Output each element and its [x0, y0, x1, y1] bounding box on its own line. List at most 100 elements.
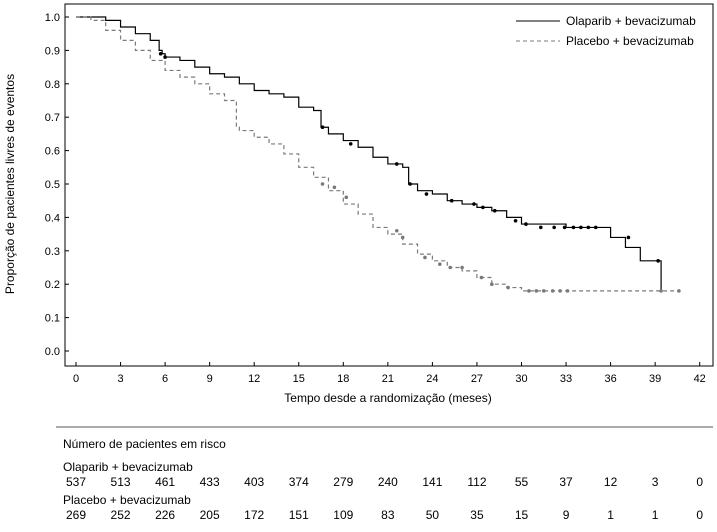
risk-value-olaparib: 403: [244, 475, 264, 489]
censor-mark-olaparib: [394, 162, 399, 166]
y-axis: 0.0 0.1 0.2 0.3 0.4 0.5 0.6 0.7 0.8 0.9 1.0: [45, 12, 69, 358]
plot-frame: [64, 3, 714, 367]
y-tick-label: 0.1: [45, 313, 60, 325]
risk-table-title: Número de pacientes em risco: [63, 437, 226, 451]
risk-table-values: 537 513 461 433 403 374 279 240 141 112 55 37 12 3 0 26…: [66, 475, 703, 522]
risk-value-olaparib: 513: [111, 475, 131, 489]
censor-mark-olaparib: [524, 222, 528, 226]
risk-value-olaparib: 112: [467, 475, 486, 489]
censor-mark-olaparib: [539, 225, 543, 230]
censor-mark-placebo: [400, 235, 405, 240]
risk-value-placebo: 0: [696, 508, 703, 522]
censor-mark-olaparib: [513, 218, 518, 223]
legend-label-placebo: Placebo + bevacizumab: [566, 34, 694, 48]
legend: Olaparib + bevacizumab Placebo + bevaciz…: [516, 14, 696, 48]
risk-value-placebo: 109: [333, 508, 353, 522]
y-axis-label: Proporção de pacientes livres de eventos: [3, 74, 17, 294]
x-tick-label: 0: [73, 373, 79, 385]
x-tick-label: 42: [694, 373, 706, 385]
y-tick-label: 0.9: [45, 45, 60, 57]
risk-value-olaparib: 3: [652, 475, 659, 489]
risk-value-placebo: 15: [515, 508, 529, 522]
x-tick-label: 15: [293, 373, 305, 385]
censor-mark-olaparib: [562, 225, 567, 230]
y-tick-label: 0.8: [45, 79, 60, 91]
censor-mark-olaparib: [449, 198, 454, 203]
y-tick-label: 1.0: [45, 12, 60, 24]
risk-value-placebo: 269: [66, 508, 86, 522]
x-tick-label: 3: [117, 373, 123, 385]
censor-mark-olaparib: [472, 202, 476, 206]
y-tick-label: 0.5: [45, 179, 60, 191]
risk-value-olaparib: 37: [559, 475, 573, 489]
risk-value-placebo: 1: [652, 508, 659, 522]
x-axis: 0 3 6 9 12 15 18 21 24 27 30 33 36 39 42: [73, 362, 706, 385]
risk-value-olaparib: 55: [515, 475, 529, 489]
censor-mark-olaparib: [348, 142, 353, 146]
risk-value-placebo: 205: [200, 508, 220, 522]
censor-mark-placebo: [320, 182, 325, 186]
risk-value-olaparib: 433: [200, 475, 220, 489]
risk-row-label-placebo: Placebo + bevacizumab: [63, 493, 191, 507]
risk-value-placebo: 9: [563, 508, 570, 522]
censor-mark-olaparib: [481, 205, 485, 210]
censor-mark-olaparib: [552, 225, 556, 230]
y-tick-label: 0.3: [45, 246, 60, 258]
censor-mark-placebo: [659, 289, 663, 293]
censor-mark-placebo: [423, 255, 427, 260]
risk-value-olaparib: 141: [422, 475, 442, 489]
risk-value-olaparib: 240: [378, 475, 398, 489]
x-tick-label: 6: [162, 373, 168, 385]
x-tick-label: 33: [560, 373, 572, 385]
x-tick-label: 30: [515, 373, 527, 385]
censor-mark-olaparib: [586, 225, 591, 230]
y-tick-label: 0.4: [45, 212, 60, 224]
censor-mark-placebo: [394, 228, 399, 233]
x-tick-label: 36: [604, 373, 616, 385]
censor-mark-olaparib: [408, 182, 412, 186]
censor-mark-olaparib: [571, 225, 576, 230]
censor-mark-placebo: [558, 289, 562, 293]
risk-value-placebo: 83: [381, 508, 395, 522]
risk-value-placebo: 226: [155, 508, 175, 522]
y-tick-label: 0.0: [45, 346, 60, 358]
censor-mark-placebo: [550, 289, 555, 293]
risk-value-olaparib: 374: [289, 475, 309, 489]
x-tick-label: 21: [382, 373, 394, 385]
censor-mark-olaparib: [320, 125, 325, 130]
risk-value-placebo: 35: [470, 508, 484, 522]
censor-mark-olaparib: [163, 55, 167, 59]
series-lines: [76, 16, 681, 293]
censor-mark-placebo: [479, 275, 484, 280]
censor-mark-placebo: [527, 289, 531, 293]
x-tick-label: 12: [248, 373, 260, 385]
risk-value-olaparib: 12: [604, 475, 618, 489]
censor-mark-olaparib: [593, 225, 598, 230]
x-tick-label: 39: [649, 373, 661, 385]
y-tick-label: 0.7: [45, 112, 60, 124]
x-axis-label: Tempo desde a randomização (meses): [284, 391, 491, 405]
censor-mark-placebo: [460, 265, 464, 270]
risk-value-olaparib: 461: [155, 475, 175, 489]
x-tick-label: 27: [471, 373, 483, 385]
legend-label-olaparib: Olaparib + bevacizumab: [566, 14, 696, 28]
censor-mark-olaparib: [492, 208, 497, 213]
censor-mark-olaparib: [579, 225, 583, 230]
y-tick-label: 0.2: [45, 279, 60, 291]
risk-value-placebo: 50: [426, 508, 440, 522]
risk-value-olaparib: 537: [66, 475, 86, 489]
risk-value-placebo: 252: [111, 508, 131, 522]
censor-mark-placebo: [677, 289, 681, 293]
risk-value-placebo: 151: [289, 508, 309, 522]
risk-row-label-olaparib: Olaparib + bevacizumab: [63, 460, 193, 474]
risk-value-olaparib: 0: [696, 475, 703, 489]
series-line-olaparib: [76, 16, 662, 291]
risk-value-olaparib: 279: [333, 475, 353, 489]
censor-mark-placebo: [541, 289, 546, 293]
risk-value-placebo: 172: [244, 508, 264, 522]
censor-mark-placebo: [332, 185, 337, 190]
risk-value-placebo: 1: [607, 508, 614, 522]
x-tick-label: 9: [207, 373, 213, 385]
